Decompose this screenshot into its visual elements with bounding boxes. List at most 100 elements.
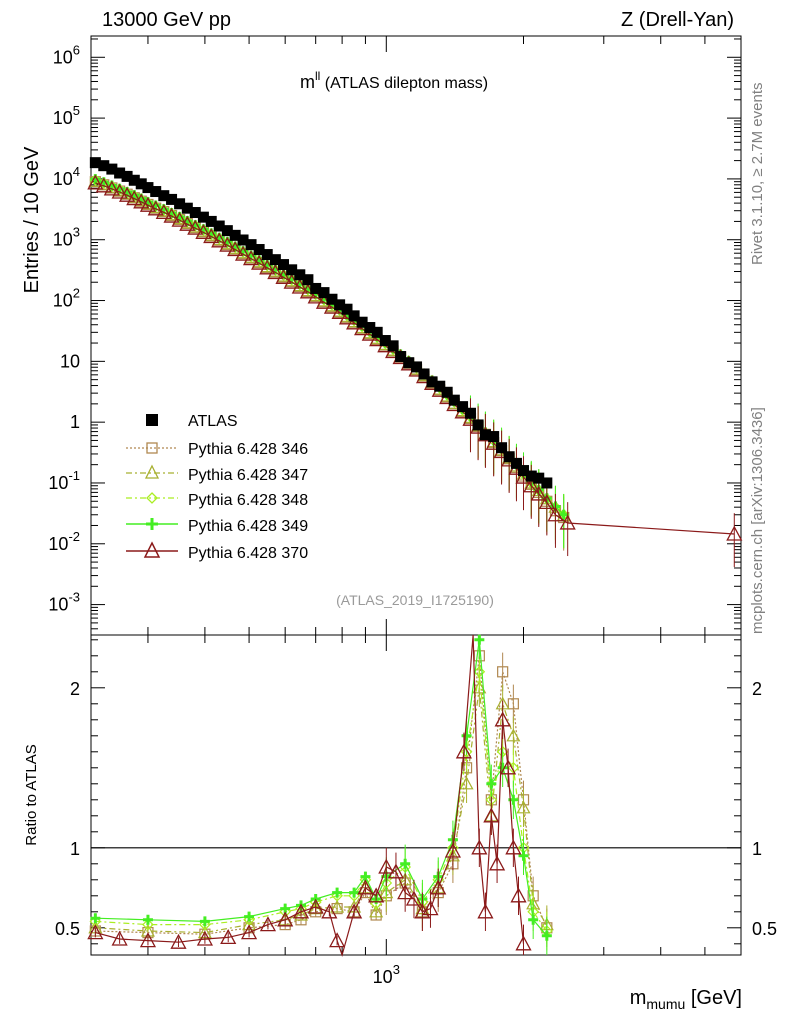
xlabel-m: m [630, 987, 647, 1009]
mc-point-349 [518, 850, 529, 861]
mc-point-348 [142, 918, 154, 931]
data-point [318, 287, 330, 299]
data-point [541, 477, 553, 489]
data-point [213, 220, 225, 232]
header-energy: 13000 GeV pp [102, 9, 231, 31]
tick-base: 10 [48, 473, 68, 493]
mc-point-349 [461, 730, 472, 741]
mc-point-370 [307, 898, 324, 914]
mc-point-370 [234, 245, 252, 261]
data-point [253, 244, 265, 256]
data-point [261, 249, 273, 261]
data-point [387, 340, 399, 352]
data-point [472, 419, 484, 431]
data-point [121, 170, 133, 182]
legend-marker-atlas [146, 414, 158, 426]
legend-label-348: Pythia 6.428 348 [188, 492, 308, 509]
mc-point-370 [219, 236, 236, 252]
ratio-series [87, 634, 554, 958]
tick-exponent: 5 [73, 103, 80, 118]
mc-point-370 [275, 268, 292, 284]
tick-base: 10 [53, 47, 73, 67]
data-point [496, 442, 508, 454]
mc-point-347 [369, 904, 384, 918]
y-tick-label: 106 [53, 42, 80, 67]
mc-point-370 [488, 855, 506, 871]
mc-point-349 [400, 858, 411, 869]
mc-point-370 [171, 211, 188, 227]
data-point [135, 178, 147, 190]
mc-point-370 [227, 241, 244, 257]
data-point [89, 157, 101, 169]
tick-exponent: -3 [68, 590, 80, 605]
analysis-tag: (ATLAS_2019_I1725190) [336, 592, 494, 608]
tick-base: 10 [53, 230, 73, 250]
tick-exponent: 6 [73, 42, 80, 57]
data-point [174, 198, 186, 210]
mc-point-348 [348, 889, 360, 902]
ratio-y-tick-label-right: 2 [752, 679, 762, 699]
ratio-ticks: 103 0.5 0.5 1 1 2 2 [55, 635, 777, 987]
tick-base: 10 [373, 967, 393, 987]
mc-point-370 [139, 196, 157, 212]
mc-point-370 [523, 477, 540, 493]
data-point [310, 282, 322, 294]
data-point [448, 394, 460, 406]
data-point [411, 361, 423, 373]
mc-point-349 [142, 914, 153, 925]
tick-exponent: -1 [68, 468, 80, 483]
legend-label-347: Pythia 6.428 347 [188, 467, 308, 484]
mc-point-370 [430, 879, 447, 895]
mc-point-370 [119, 186, 136, 202]
ratio-panel: 103 0.5 0.5 1 1 2 2 Ratio to ATLAS [23, 634, 777, 987]
mc-point-370 [547, 506, 564, 522]
legend-marker-349 [146, 518, 158, 530]
ratio-y-tick-label-right: 1 [752, 839, 762, 859]
legend-label-atlas: ATLAS [188, 413, 238, 430]
y-tick-label: 10 [60, 351, 80, 371]
mc-point-349 [244, 911, 255, 922]
mc-point-346 [497, 666, 509, 678]
mc-point-370 [346, 903, 363, 919]
data-point [464, 407, 476, 419]
y-tick-label: 102 [53, 286, 80, 311]
mc-point-370 [405, 890, 423, 906]
data-point [237, 234, 249, 246]
mc-point-370 [321, 903, 338, 919]
mc-point-370 [505, 839, 522, 855]
data-point [128, 174, 140, 186]
tick-base: 10 [48, 595, 68, 615]
data-point [403, 357, 415, 369]
mc-point-370 [220, 929, 237, 945]
ratio-frame [90, 634, 742, 956]
mc-point-348 [460, 745, 473, 758]
mc-point-349 [349, 887, 360, 898]
tick-exponent: 2 [73, 286, 80, 301]
legend-label-349: Pythia 6.428 349 [188, 518, 308, 535]
mc-point-370 [133, 193, 150, 209]
x-tick-label: 103 [373, 962, 400, 987]
ratio-y-tick-label: 1 [70, 839, 80, 859]
mc-point-370 [126, 190, 143, 206]
x-axis-label: mmumu [GeV] [630, 987, 742, 1012]
y-tick-label: 10-2 [48, 529, 80, 554]
mc-point-346 [507, 698, 519, 710]
mc-point-370 [726, 525, 743, 541]
data-point [426, 376, 438, 388]
mc-point-349 [332, 887, 343, 898]
data-point [341, 303, 353, 315]
mc-point-370 [477, 903, 494, 919]
title-superscript: ll [315, 69, 320, 83]
mc-point-370 [510, 887, 527, 903]
data-point [418, 368, 430, 380]
legend-label-370: Pythia 6.428 370 [188, 545, 308, 562]
data-point [334, 299, 346, 311]
mc-point-370 [259, 259, 276, 275]
mc-point-370 [494, 711, 511, 727]
mc-point-370 [397, 884, 414, 900]
series-data [89, 157, 553, 489]
tick-exponent: 4 [73, 164, 80, 179]
mc-point-349 [541, 930, 552, 941]
mc-point-370 [251, 254, 268, 270]
